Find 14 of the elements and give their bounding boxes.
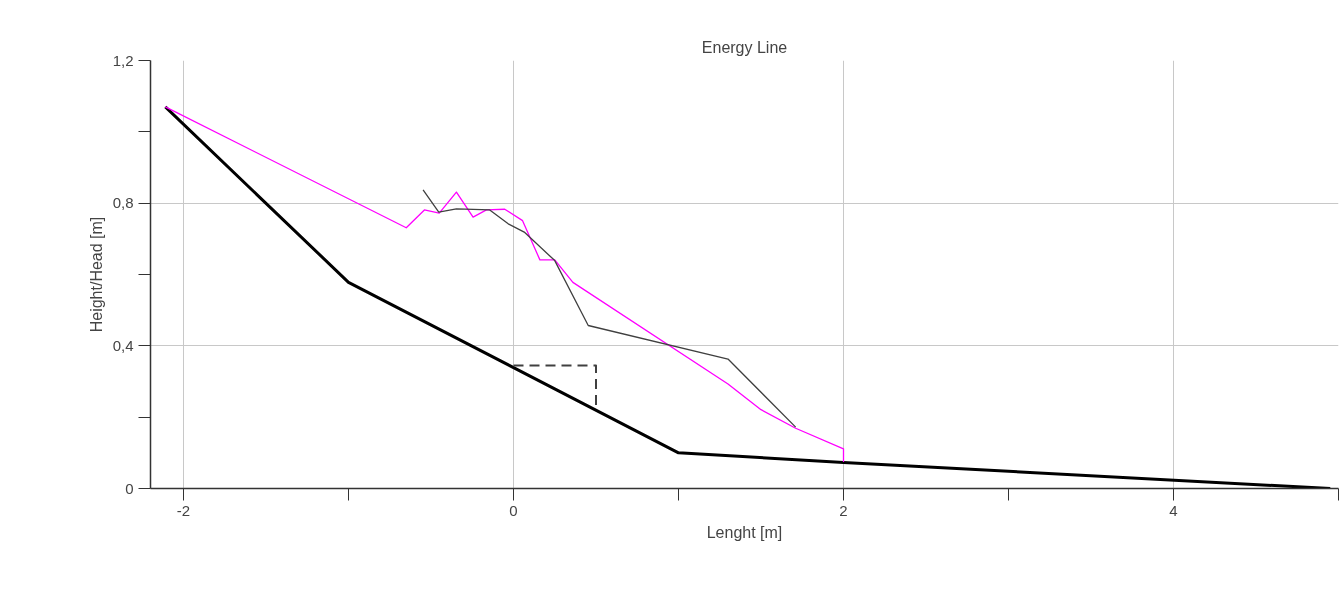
y-tick-label: 0,8 (112, 194, 134, 212)
line-series (164, 106, 845, 463)
chart-title: Energy Line (701, 38, 788, 56)
line-series (422, 189, 797, 428)
x-tick-label: 0 (509, 501, 518, 519)
x-tick-label: 4 (1169, 501, 1178, 519)
x-tick-label: -2 (176, 501, 191, 519)
line-series (163, 105, 1332, 489)
x-axis-title: Lenght [m] (706, 523, 783, 541)
y-tick-label: 0 (125, 479, 134, 497)
x-tick-label: 2 (839, 501, 848, 519)
y-axis-title: Height/Head [m] (87, 216, 105, 333)
y-tick-label: 1,2 (112, 51, 134, 69)
y-tick-label: 0,4 (112, 336, 134, 354)
